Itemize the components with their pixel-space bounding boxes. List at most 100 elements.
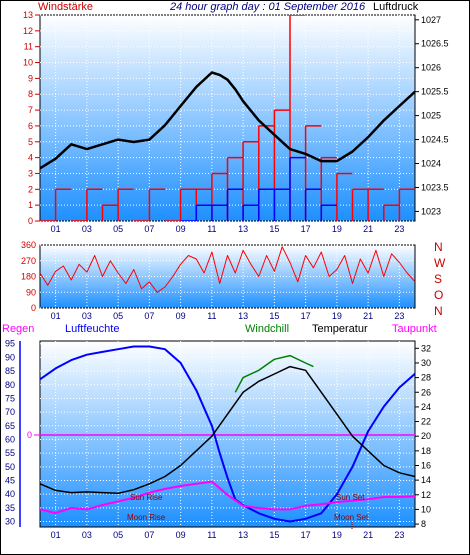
- compass-label: O: [434, 288, 443, 302]
- x-tick-label: 07: [144, 530, 154, 540]
- temperature-tick-label: 8: [421, 519, 426, 529]
- wind-tick-label: 6: [28, 121, 33, 131]
- series-humidity: [40, 345, 415, 523]
- series-temperature: [40, 365, 415, 495]
- wind-tick-label: 12: [23, 26, 33, 36]
- compass-label: N: [434, 304, 443, 318]
- x-tick-label: 23: [394, 311, 404, 321]
- x-tick-label: 19: [332, 530, 342, 540]
- series-wind-direction: [40, 246, 415, 293]
- pressure-tick-label: 1027: [421, 15, 441, 25]
- series-wind-pressure: [40, 15, 415, 221]
- compass-label: N: [434, 240, 443, 254]
- direction-tick-label: 180: [21, 272, 36, 282]
- x-tick-label: 13: [238, 530, 248, 540]
- humidity-tick-label: 75: [5, 393, 15, 403]
- direction-tick-label: 90: [26, 287, 36, 297]
- wind-tick-label: 2: [28, 184, 33, 194]
- x-tick-label: 03: [82, 530, 92, 540]
- x-tick-label: 05: [113, 530, 123, 540]
- rain-title: Regen: [2, 323, 34, 335]
- moon-set-label: Moon Set: [334, 513, 369, 522]
- compass-label: W: [434, 256, 446, 270]
- y-axis-humidity: 95 90 85 80 75 70 65 60 55 50 45 40 35 30: [5, 339, 21, 527]
- humidity-tick-label: 30: [5, 517, 15, 527]
- pressure-tick-label: 1024: [421, 159, 441, 169]
- x-tick-label: 15: [269, 311, 279, 321]
- humidity-tick-label: 80: [5, 380, 15, 390]
- temperature-tick-label: 12: [421, 490, 431, 500]
- x-tick-label: 05: [113, 311, 123, 321]
- x-axis-humidity-temperature: 01 03 05 07 09 11 13 15 17 19 21 23: [51, 530, 405, 540]
- pressure-tick-label: 1026: [421, 63, 441, 73]
- temperature-title: Temperatur: [312, 323, 368, 335]
- moon-rise-label: Moon Rise: [127, 513, 166, 522]
- y-axis-pressure: 1023 1023.5 1024 1024.5 1025 1025.5 1026 1026.5…: [415, 15, 449, 216]
- x-tick-label: 23: [394, 224, 404, 234]
- x-tick-label: 19: [332, 311, 342, 321]
- temperature-tick-label: 16: [421, 460, 431, 470]
- temperature-tick-label: 30: [421, 358, 431, 368]
- wind-axis-title: Windstärke: [38, 1, 93, 13]
- wind-tick-label: 4: [28, 153, 33, 163]
- x-tick-label: 17: [301, 311, 311, 321]
- x-tick-label: 01: [51, 530, 61, 540]
- x-tick-label: 01: [51, 311, 61, 321]
- x-axis-wind-pressure: 01 03 05 07 09 11 13 15 17 19 21 23: [51, 224, 405, 234]
- temperature-tick-label: 24: [421, 402, 431, 412]
- x-tick-label: 03: [82, 311, 92, 321]
- pressure-axis-title: Luftdruck: [373, 1, 419, 13]
- x-tick-label: 05: [113, 224, 123, 234]
- x-tick-label: 03: [82, 224, 92, 234]
- wind-tick-label: 1: [28, 200, 33, 210]
- sun-set-label: Sun Set: [336, 493, 365, 502]
- humidity-tick-label: 60: [5, 434, 15, 444]
- humidity-tick-label: 95: [5, 339, 15, 349]
- series-dewpoint: [40, 480, 415, 515]
- series-wind-gust: [180, 156, 337, 221]
- temperature-tick-label: 28: [421, 373, 431, 383]
- humidity-tick-label: 40: [5, 489, 15, 499]
- wind-tick-label: 8: [28, 89, 33, 99]
- panel-humidity-temperature: Regen Luftfeuchte Windchill Temperatur T…: [2, 323, 437, 540]
- wind-tick-label: 7: [28, 105, 33, 115]
- x-tick-label: 21: [363, 530, 373, 540]
- x-tick-label: 17: [301, 224, 311, 234]
- humidity-tick-label: 85: [5, 366, 15, 376]
- x-tick-label: 11: [207, 311, 216, 321]
- x-tick-label: 15: [269, 530, 279, 540]
- pressure-tick-label: 1025.5: [421, 87, 449, 97]
- series-pressure: [40, 71, 415, 170]
- x-tick-label: 09: [176, 311, 186, 321]
- x-tick-label: 07: [144, 311, 154, 321]
- humidity-tick-label: 65: [5, 421, 15, 431]
- temperature-tick-label: 22: [421, 417, 431, 427]
- rain-value: 0: [27, 430, 32, 440]
- temperature-tick-label: 20: [421, 431, 431, 441]
- x-tick-label: 21: [363, 224, 373, 234]
- x-tick-label: 09: [176, 224, 186, 234]
- humidity-tick-label: 50: [5, 462, 15, 472]
- x-tick-label: 19: [332, 224, 342, 234]
- temperature-tick-label: 32: [421, 343, 431, 353]
- pressure-tick-label: 1026.5: [421, 39, 449, 49]
- y-axis-direction: 360 270 180 90 0: [21, 240, 36, 313]
- wind-tick-label: 9: [28, 73, 33, 83]
- temperature-tick-label: 14: [421, 475, 431, 485]
- series-wind-direction: [40, 246, 415, 293]
- pressure-tick-label: 1024.5: [421, 135, 449, 145]
- pressure-tick-label: 1023: [421, 206, 441, 216]
- dewpoint-title: Taupunkt: [392, 323, 437, 335]
- temperature-tick-label: 26: [421, 387, 431, 397]
- x-tick-label: 11: [207, 224, 216, 234]
- sun-rise-label: Sun Rise: [130, 493, 163, 502]
- wind-tick-label: 0: [28, 216, 33, 226]
- wind-tick-label: 3: [28, 168, 33, 178]
- direction-tick-label: 270: [21, 256, 36, 266]
- humidity-tick-label: 55: [5, 448, 15, 458]
- x-tick-label: 11: [207, 530, 216, 540]
- wind-tick-label: 10: [23, 58, 33, 68]
